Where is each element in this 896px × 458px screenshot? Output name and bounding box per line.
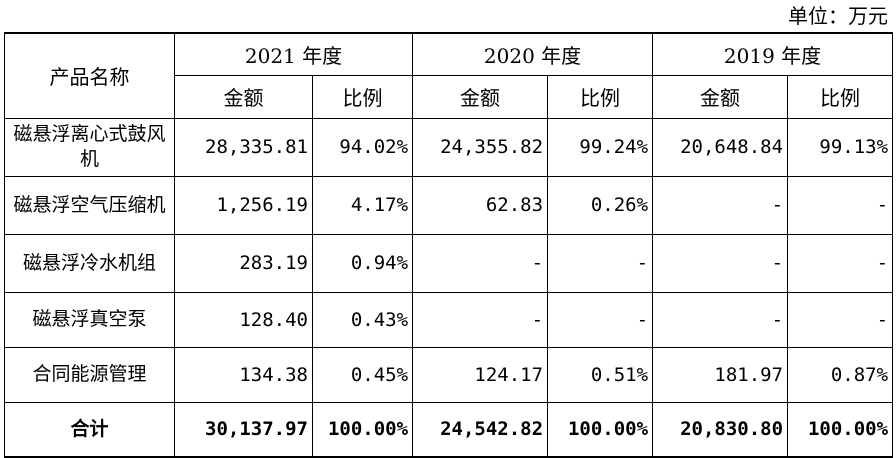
- ratio-cell: 94.02%: [311, 117, 414, 177]
- amount-cell: 128.40: [174, 291, 313, 348]
- product-name: 磁悬浮空气压缩机: [4, 175, 175, 235]
- amount-cell: -: [412, 291, 549, 348]
- product-name-header: 产品名称: [4, 32, 175, 119]
- ratio-cell: 99.24%: [547, 117, 654, 177]
- unit-label: 单位：万元: [788, 4, 888, 28]
- total-row: 合计 30,137.97 100.00% 24,542.82 100.00% 2…: [4, 401, 894, 458]
- ratio-cell: 100.00%: [787, 401, 894, 458]
- table-row: 磁悬浮冷水机组 283.19 0.94% - - - -: [4, 233, 894, 293]
- table-row: 磁悬浮真空泵 128.40 0.43% - - - -: [4, 291, 894, 348]
- amount-header: 金额: [412, 74, 549, 119]
- ratio-cell: -: [547, 291, 654, 348]
- ratio-cell: 0.87%: [787, 346, 894, 403]
- header-row-years: 产品名称 2021 年度 2020 年度 2019 年度: [4, 32, 894, 119]
- amount-cell: -: [652, 291, 789, 348]
- year-header-2020: 2020 年度: [412, 32, 654, 76]
- ratio-cell: 0.43%: [311, 291, 414, 348]
- ratio-cell: -: [787, 233, 894, 293]
- ratio-header: 比例: [787, 74, 894, 119]
- ratio-cell: 4.17%: [311, 175, 414, 235]
- table-row: 磁悬浮离心式鼓风机 28,335.81 94.02% 24,355.82 99.…: [4, 117, 894, 177]
- amount-cell: -: [412, 233, 549, 293]
- amount-header: 金额: [174, 74, 313, 119]
- year-header-2019: 2019 年度: [652, 32, 894, 76]
- amount-cell: 24,542.82: [412, 401, 549, 458]
- amount-cell: 20,648.84: [652, 117, 789, 177]
- amount-cell: 124.17: [412, 346, 549, 403]
- ratio-cell: 99.13%: [787, 117, 894, 177]
- ratio-header: 比例: [547, 74, 654, 119]
- product-name: 磁悬浮冷水机组: [4, 233, 175, 293]
- amount-cell: 1,256.19: [174, 175, 313, 235]
- amount-cell: 30,137.97: [174, 401, 313, 458]
- amount-cell: 181.97: [652, 346, 789, 403]
- amount-header: 金额: [652, 74, 789, 119]
- amount-cell: 28,335.81: [174, 117, 313, 177]
- amount-cell: -: [652, 175, 789, 235]
- amount-cell: 283.19: [174, 233, 313, 293]
- ratio-cell: 0.26%: [547, 175, 654, 235]
- table-row: 磁悬浮空气压缩机 1,256.19 4.17% 62.83 0.26% - -: [4, 175, 894, 235]
- product-name: 合同能源管理: [4, 346, 175, 403]
- ratio-cell: -: [787, 291, 894, 348]
- total-label: 合计: [4, 401, 175, 458]
- product-name: 磁悬浮真空泵: [4, 291, 175, 348]
- amount-cell: 62.83: [412, 175, 549, 235]
- ratio-header: 比例: [311, 74, 414, 119]
- ratio-cell: 0.94%: [311, 233, 414, 293]
- product-name: 磁悬浮离心式鼓风机: [4, 117, 175, 177]
- amount-cell: 20,830.80: [652, 401, 789, 458]
- ratio-cell: 100.00%: [547, 401, 654, 458]
- ratio-cell: 0.45%: [311, 346, 414, 403]
- ratio-cell: 0.51%: [547, 346, 654, 403]
- ratio-cell: -: [787, 175, 894, 235]
- amount-cell: 24,355.82: [412, 117, 549, 177]
- ratio-cell: 100.00%: [311, 401, 414, 458]
- amount-cell: 134.38: [174, 346, 313, 403]
- revenue-table: 产品名称 2021 年度 2020 年度 2019 年度 金额 比例 金额 比例…: [4, 32, 894, 458]
- table-row: 合同能源管理 134.38 0.45% 124.17 0.51% 181.97 …: [4, 346, 894, 403]
- amount-cell: -: [652, 233, 789, 293]
- year-header-2021: 2021 年度: [173, 32, 414, 76]
- ratio-cell: -: [547, 233, 654, 293]
